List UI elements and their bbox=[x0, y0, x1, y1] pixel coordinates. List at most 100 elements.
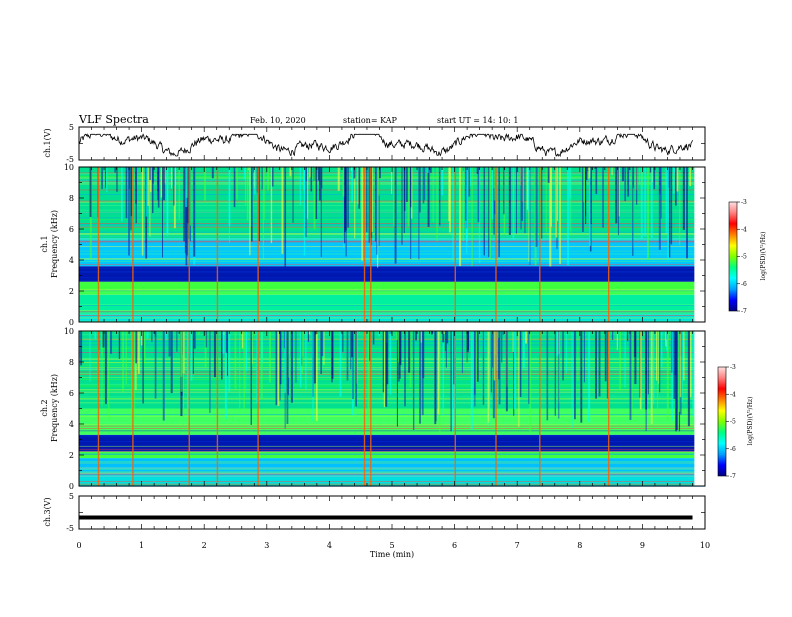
ch2-spectrogram-streak bbox=[566, 331, 567, 373]
ch1-spectrogram-streak bbox=[316, 167, 317, 219]
colorbar-ticklabel: -4 bbox=[730, 391, 736, 398]
time-axis-label: Time (min) bbox=[370, 550, 414, 559]
ch2-spectrogram-streak bbox=[443, 331, 444, 416]
ch1-spectrogram-tone-line bbox=[79, 315, 705, 316]
ch1-spectrogram-streak bbox=[484, 167, 485, 255]
ch2-spectrogram-streak bbox=[494, 331, 496, 380]
ch2-colorbar-ticks: -3-4-5-6-7 bbox=[726, 364, 736, 480]
ch2-spectrogram-streak bbox=[661, 331, 663, 367]
ch1-spectrogram-streak bbox=[376, 167, 377, 255]
ch1-spectrogram-tone-line bbox=[79, 202, 705, 203]
ch1-spectrogram-streak bbox=[167, 167, 169, 235]
ch2-spectrogram-streak bbox=[347, 331, 349, 381]
ch2-spectrogram-streak bbox=[640, 331, 642, 409]
ch1-spectrogram-sferic bbox=[132, 167, 133, 322]
ch1-spectrogram-tone-line bbox=[79, 241, 705, 242]
ch2-spectrogram-streak bbox=[94, 331, 96, 340]
ch1-spectrogram-tone-line bbox=[79, 236, 705, 237]
ch1-spectrogram-streak bbox=[306, 167, 307, 181]
ch1-spectrogram-streak bbox=[583, 167, 585, 202]
ch2-spectrogram-streak bbox=[89, 331, 90, 382]
ch1-spectrogram-tone-line bbox=[79, 226, 705, 227]
ch1-spectrogram-streak bbox=[647, 167, 649, 260]
ch2-spectrogram-tone-line bbox=[79, 402, 705, 403]
ch2-spectrogram-streak bbox=[627, 331, 628, 341]
ch2-spectrogram-streak bbox=[205, 331, 207, 368]
ch1-spectrogram-tone-line bbox=[79, 223, 705, 224]
ch1-spectrogram-streak bbox=[244, 167, 246, 179]
ch2-spectrogram-streak bbox=[138, 331, 140, 374]
ch1-spectrogram-streak bbox=[471, 167, 472, 266]
ch1-spectrogram-tone-line bbox=[79, 210, 705, 211]
ch1-spectrogram-streak bbox=[293, 167, 294, 223]
ch2-spectrogram-streak bbox=[80, 331, 82, 365]
ch1-spectrogram-streak bbox=[247, 167, 249, 221]
ch2-spectrogram-tone-line bbox=[79, 392, 705, 393]
ch2-spectrogram-streak bbox=[386, 331, 388, 384]
ch2-spectrogram-streak bbox=[451, 331, 452, 431]
ch1-spectrogram-streak bbox=[449, 167, 451, 232]
ch1-spectrogram-streak bbox=[361, 167, 363, 261]
ch2-spectrogram-tone-line bbox=[79, 454, 705, 455]
colorbar-ticklabel: -3 bbox=[741, 199, 747, 206]
ch1-spectrogram-streak bbox=[498, 167, 500, 257]
ch2-spectrogram-streak bbox=[499, 331, 501, 404]
ch2-spectrogram-streak bbox=[667, 331, 669, 421]
ch2-spectrogram-streak bbox=[501, 331, 502, 363]
ch2-spectrogram-tone-line bbox=[79, 362, 705, 363]
ch1-spectrogram-tone-line bbox=[79, 254, 705, 255]
ch1-spectrogram-tone-line bbox=[79, 290, 705, 291]
ch1-spectrogram-streak bbox=[300, 167, 301, 205]
ch2-colorbar-label: log(PSD)(V²/Hz) bbox=[747, 397, 754, 446]
ch1-spectrogram-streak bbox=[229, 167, 230, 243]
ch1-colorbar-gradient bbox=[729, 202, 737, 311]
figure-title: VLF Spectra bbox=[78, 113, 149, 126]
ch3-waveform-ticks bbox=[79, 496, 705, 529]
ch2-spectrogram-streak bbox=[588, 331, 590, 422]
ch2-spectrogram-streak bbox=[489, 331, 490, 426]
ch2-spectrogram-tone-line bbox=[79, 428, 705, 429]
ch1-spectrogram-tone-line bbox=[79, 239, 705, 240]
ch1-spectrogram-tone-line bbox=[79, 314, 705, 315]
ch2-spectrogram-streak bbox=[396, 331, 398, 340]
ch1-spectrogram-streak bbox=[667, 167, 669, 260]
ch1-spectrogram-streak bbox=[546, 167, 547, 232]
ch2-spectrogram-streak bbox=[191, 331, 193, 381]
ch1-spectrogram-tone-line bbox=[79, 233, 705, 234]
time-axis-ticklabel: 8 bbox=[577, 541, 582, 550]
ch1-spectrogram-streak bbox=[173, 167, 174, 205]
ch2-spectrogram-streak bbox=[286, 331, 288, 424]
ch1-spectrogram-sferic bbox=[98, 167, 99, 322]
ch2-spectrogram-streak bbox=[228, 331, 230, 392]
ch2-spectrogram-streak bbox=[277, 331, 279, 406]
ch1-spectrogram-streak bbox=[509, 167, 511, 235]
ch1-spectrogram-yticklabel: 4 bbox=[69, 256, 74, 265]
ch1-spectrogram-streak bbox=[436, 167, 437, 241]
ch1-spectrogram-streak bbox=[116, 167, 117, 192]
ch1-spectrogram-streak bbox=[611, 167, 612, 175]
ch1-spectrogram-streak bbox=[262, 167, 263, 189]
ch1-waveform-panel: 5 -5 ch.1(V) bbox=[43, 123, 705, 164]
ch1-spectrogram-streak bbox=[375, 167, 376, 241]
ch2-spectrogram-streak bbox=[506, 331, 508, 411]
ch2-spectrogram-streak bbox=[419, 331, 421, 424]
ch1-spectrogram-streak bbox=[639, 167, 640, 183]
ch2-spectrogram-streak bbox=[243, 331, 245, 410]
ch1-spectrogram-streak bbox=[567, 167, 569, 265]
ch1-spectrogram-streak bbox=[129, 167, 131, 189]
ch2-spectrogram-tone-line bbox=[79, 476, 705, 477]
ch2-spectrogram-tone-line bbox=[79, 379, 705, 380]
ch2-spectrogram-sferic bbox=[539, 331, 540, 486]
ch2-spectrogram-streak bbox=[289, 331, 290, 355]
ch2-spectrogram-tone-line bbox=[79, 358, 705, 359]
ch1-spectrogram-streak bbox=[632, 167, 633, 256]
ch2-spectrogram-sferic bbox=[608, 331, 609, 486]
ch2-spectrogram-streak bbox=[144, 331, 146, 364]
ch1-spectrogram-streak bbox=[142, 167, 143, 256]
ch2-spectrogram-tone-line bbox=[79, 446, 705, 447]
ch2-spectrogram-yticklabel: 10 bbox=[64, 327, 74, 336]
ch1-spectrogram-tone-line bbox=[79, 305, 705, 306]
ch2-spectrogram-streak bbox=[276, 331, 278, 405]
